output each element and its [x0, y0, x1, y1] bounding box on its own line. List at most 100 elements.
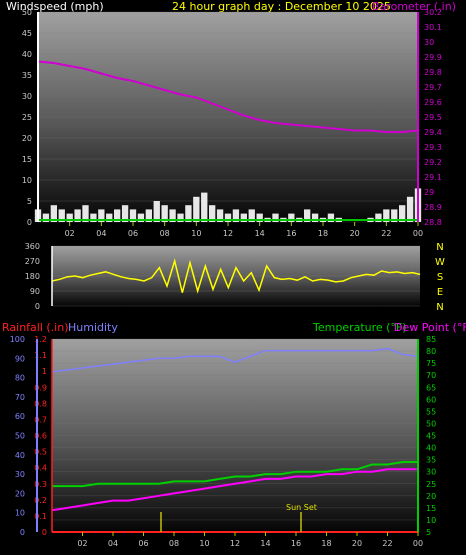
temperature-y-tick-label: 50 [426, 419, 436, 428]
barometer-y-tick-label: 29.1 [424, 173, 442, 182]
windspeed-bar [232, 209, 240, 222]
temperature-series [52, 461, 418, 488]
barometer-y-tick-label: 29.9 [424, 53, 442, 62]
bottom-hour-label: 12 [230, 539, 240, 548]
bottom-hour-label: 02 [77, 539, 87, 548]
temperature-y-tick-label: 70 [426, 371, 436, 380]
windspeed-series [34, 188, 422, 222]
barometer-y-tick-label: 28.8 [424, 218, 442, 227]
rainfall-y-tick-label: 0.3 [34, 480, 47, 489]
rainfall-y-tick-label: 1 [42, 367, 47, 376]
wind-y-tick-label: 35 [22, 71, 32, 80]
humidity-y-ticks: 0 10 20 30 40 50 60 70 80 90 100 [10, 335, 25, 537]
barometer-label: Barometer (.in) [372, 0, 456, 13]
windspeed-bar [240, 213, 247, 222]
windspeed-bar [288, 213, 295, 222]
temperature-y-tick-label: 60 [426, 395, 436, 404]
windspeed-bar [406, 196, 414, 222]
windspeed-bar [216, 209, 224, 222]
wind-y-tick-label: 50 [22, 8, 32, 17]
direction-y-tick-label: 0 [35, 302, 40, 311]
barometer-y-tick-label: 30.2 [424, 8, 442, 17]
windspeed-bar [185, 205, 192, 222]
compass-label: E [437, 287, 443, 298]
compass-label: W [435, 257, 445, 268]
humidity-y-tick-label: 0 [20, 528, 25, 537]
windspeed-bar [304, 209, 311, 222]
top-hour-label: 10 [191, 229, 201, 238]
windspeed-bar [272, 213, 279, 222]
rainfall-y-tick-label: 1.2 [34, 335, 47, 344]
barometer-y-tick-label: 29.7 [424, 83, 442, 92]
rainfall-y-tick-label: 0.9 [34, 383, 47, 392]
top-hour-ticks: 02 04 06 08 10 12 14 16 18 20 22 00 [65, 222, 423, 238]
rainfall-y-tick-label: 0 [42, 528, 47, 537]
humidity-y-tick-label: 60 [15, 412, 25, 421]
temperature-y-tick-label: 45 [426, 432, 436, 441]
rainfall-y-tick-label: 0.5 [34, 448, 47, 457]
top-hour-label: 22 [381, 229, 391, 238]
rainfall-y-ticks: 0 0.1 0.2 0.3 0.4 0.5 0.6 0.7 0.8 0.9 1 1.1 1.2 [34, 335, 47, 537]
top-hour-label: 20 [350, 229, 360, 238]
bottom-hour-label: 22 [382, 539, 392, 548]
windspeed-bar [121, 205, 129, 222]
windspeed-bar [66, 213, 73, 222]
humidity-y-tick-label: 50 [15, 432, 25, 441]
temperature-y-tick-label: 25 [426, 480, 436, 489]
windspeed-bar [153, 201, 160, 222]
compass-label: S [437, 272, 443, 283]
windspeed-bar [201, 192, 208, 222]
rainfall-y-tick-label: 0.7 [34, 415, 47, 424]
barometer-y-tick-label: 29 [424, 188, 434, 197]
windspeed-bar [375, 213, 382, 222]
temperature-y-tick-label: 55 [426, 407, 436, 416]
direction-y-tick-label: 90 [30, 287, 40, 296]
barometer-y-tick-label: 29.5 [424, 113, 442, 122]
humidity-y-tick-label: 20 [15, 489, 25, 498]
top-hour-label: 06 [128, 229, 138, 238]
humidity-series [51, 347, 419, 373]
windspeed-bar [98, 209, 105, 222]
top-hour-label: 16 [286, 229, 296, 238]
windspeed-bar [114, 209, 121, 222]
windspeed-bar [224, 213, 232, 222]
wind-grid [38, 11, 418, 223]
wind-y-ticks: 0 5 10 15 20 25 30 35 40 45 50 [22, 8, 32, 227]
humidity-y-tick-label: 10 [15, 509, 25, 518]
rainfall-y-tick-label: 0.8 [34, 399, 47, 408]
dewpoint-series [51, 468, 418, 512]
dewpoint-label: Dew Point (°F) [394, 321, 466, 334]
temperature-y-tick-label: 10 [426, 516, 436, 525]
top-hour-label: 08 [160, 229, 170, 238]
wind-y-tick-label: 30 [22, 92, 32, 101]
temperature-y-tick-label: 35 [426, 456, 436, 465]
chart-title: 24 hour graph day : December 10 2025 [172, 0, 391, 13]
bottom-hour-label: 08 [169, 539, 179, 548]
top-hour-label: 12 [223, 229, 233, 238]
humidity-y-tick-label: 30 [15, 470, 25, 479]
windspeed-bar [161, 205, 168, 222]
windspeed-bar [42, 213, 50, 222]
windspeed-bar [327, 213, 335, 222]
windspeed-bar [74, 209, 81, 222]
rainfall-y-tick-label: 1.1 [34, 351, 47, 360]
direction-y-ticks: 0 90 180 270 360 [25, 242, 40, 311]
windspeed-bar [399, 205, 406, 222]
top-hour-label: 14 [255, 229, 265, 238]
windspeed-bar [391, 209, 398, 222]
temperature-y-tick-label: 30 [426, 468, 436, 477]
compass-label: N [436, 242, 443, 253]
humidity-y-tick-label: 70 [15, 393, 25, 402]
barometer-y-tick-label: 29.3 [424, 143, 442, 152]
barometer-series [37, 60, 419, 133]
wind-y-tick-label: 20 [22, 134, 32, 143]
temperature-y-tick-label: 15 [426, 504, 436, 513]
humidity-y-tick-label: 90 [15, 354, 25, 363]
windspeed-bar [90, 213, 97, 222]
temperature-y-tick-label: 85 [426, 335, 436, 344]
barometer-y-tick-label: 29.4 [424, 128, 442, 137]
temperature-y-ticks: 5 10 15 20 25 30 35 40 45 50 55 60 65 70 75 80 85 [426, 335, 436, 537]
windspeed-bar [177, 213, 184, 222]
top-hour-label: 00 [413, 229, 423, 238]
